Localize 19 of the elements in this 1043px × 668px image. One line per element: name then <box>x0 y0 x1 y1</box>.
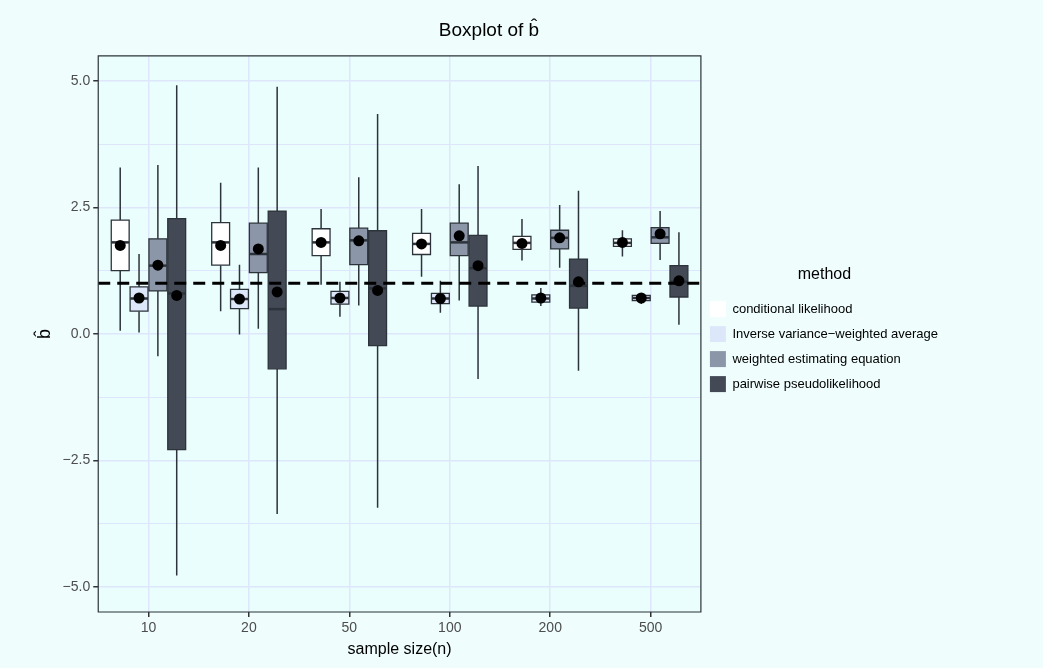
legend-label: pairwise pseudolikelihood <box>732 375 881 391</box>
legend-label: weighted estimating equation <box>731 350 901 366</box>
x-axis-title: sample size(n) <box>347 639 452 657</box>
x-tick-label: 20 <box>241 619 257 636</box>
y-tick-label: 0.0 <box>70 324 91 341</box>
y-axis-title: b̂ <box>32 328 54 339</box>
legend-title: method <box>797 265 852 283</box>
legend-label: Inverse variance−weighted average <box>732 325 939 341</box>
x-tick-label: 10 <box>140 619 157 636</box>
x-tick-label: 100 <box>438 619 462 636</box>
x-tick-label: 200 <box>538 619 563 636</box>
y-tick-label: −2.5 <box>62 451 91 468</box>
x-tick-label: 50 <box>341 619 358 636</box>
y-tick-label: −5.0 <box>62 577 91 594</box>
x-tick-label: 500 <box>639 619 663 636</box>
legend-label: conditional likelihood <box>732 300 853 316</box>
chart-title: Boxplot of b̂ <box>438 18 540 40</box>
y-tick-label: 2.5 <box>70 198 91 215</box>
y-tick-label: 5.0 <box>70 71 91 88</box>
